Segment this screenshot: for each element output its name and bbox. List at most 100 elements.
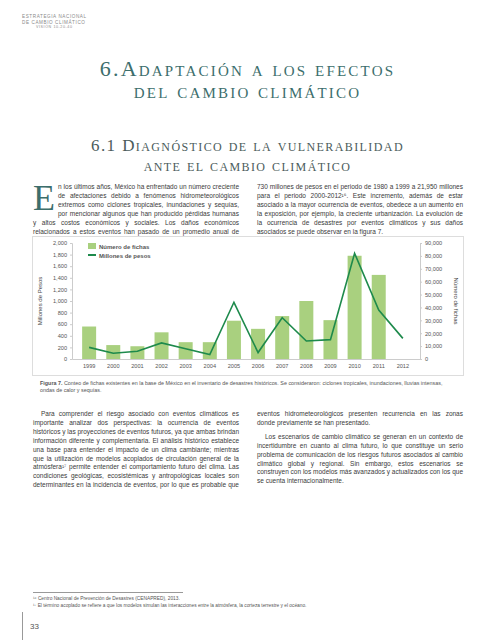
tick-label: 2002 <box>155 363 167 369</box>
tick: 2003 <box>179 359 191 369</box>
section-title-line: ante el cambio climático <box>0 156 495 176</box>
tick-mark <box>70 313 72 314</box>
tick-label: 1,000 <box>53 298 67 304</box>
tick: 0 <box>420 356 428 362</box>
section-title-line: 6.1 Diagnóstico de la vulnerabilidad <box>0 136 495 156</box>
tick: 2000 <box>107 359 119 369</box>
bar <box>155 332 169 359</box>
tick-label: 2008 <box>300 363 312 369</box>
legend-swatch <box>88 243 96 249</box>
axis-line <box>70 244 73 360</box>
tick-mark <box>420 320 422 321</box>
x-axis: 1999 2000 2001 2002 2003 2004 2005 2006 2007 2008… <box>73 359 421 369</box>
bar <box>130 346 144 359</box>
tick: 2,000 <box>53 240 72 246</box>
legend-label: Número de fichas <box>99 244 150 250</box>
tick: 10,000 <box>420 343 442 349</box>
tick-label: 2009 <box>324 363 336 369</box>
header: ESTRATEGIA NACIONALDE CAMBIO CLIMÁTICOVI… <box>22 14 87 31</box>
tick-label: 0 <box>425 356 428 362</box>
line <box>89 253 403 354</box>
tick-label: 2001 <box>131 363 143 369</box>
tick-label: 2003 <box>179 363 191 369</box>
tick: 2002 <box>155 359 167 369</box>
tick-label: 2,000 <box>53 240 67 246</box>
tick-label: 200 <box>58 345 67 351</box>
header-line: VISIÓN 10-20-40 <box>22 25 87 31</box>
tick-label: 400 <box>58 333 67 339</box>
tick-label: 90,000 <box>425 240 442 246</box>
tick-mark <box>420 346 422 347</box>
axis-line <box>421 244 423 360</box>
tick-label: 2004 <box>204 363 216 369</box>
tick: 1999 <box>83 359 95 369</box>
legend-swatch <box>88 254 96 256</box>
tick: 2011 <box>373 359 385 369</box>
tick: 2005 <box>228 359 240 369</box>
tick-label: 40,000 <box>425 305 442 311</box>
tick-mark <box>70 359 72 360</box>
footnote-rule <box>33 592 183 593</box>
chart-frame <box>33 237 464 376</box>
section-title: 6.1 Diagnóstico de la vulnerabilidadante… <box>0 136 495 176</box>
tick-label: 0 <box>64 356 67 362</box>
marks <box>82 253 403 359</box>
tick: 2007 <box>276 359 288 369</box>
paragraph: Los escenarios de cambio climático se ge… <box>257 433 463 486</box>
chart: 02004006008001,0001,2001,4001,6001,8002,… <box>32 236 464 376</box>
tick: 40,000 <box>420 305 442 311</box>
tick: 30,000 <box>420 318 442 324</box>
tick: 80,000 <box>420 253 442 259</box>
tick-mark <box>420 269 422 270</box>
tick: 400 <box>58 333 72 339</box>
header-line: ESTRATEGIA NACIONAL <box>22 14 87 20</box>
tick-label: 80,000 <box>425 253 442 259</box>
tick-label: 2005 <box>228 363 240 369</box>
caption-label: Figura 7. <box>40 380 62 386</box>
tick-mark <box>70 243 72 244</box>
title-line: del cambio climático <box>0 80 495 102</box>
tick-mark <box>420 295 422 296</box>
tick-label: 1,200 <box>53 287 67 293</box>
tick: 800 <box>58 310 72 316</box>
paragraph: Para comprender el riesgo asociado con e… <box>33 410 463 491</box>
body-text: En los últimos años, México ha enfrentad… <box>33 183 463 239</box>
axis-line <box>73 359 421 360</box>
tick-label: 2000 <box>107 363 119 369</box>
tick: 50,000 <box>420 292 442 298</box>
tick-mark <box>70 336 72 337</box>
tick-label: 1999 <box>83 363 95 369</box>
tick-mark <box>420 307 422 308</box>
tick-mark <box>70 347 72 348</box>
tick-label: 600 <box>58 321 67 327</box>
bar <box>299 301 313 359</box>
tick-label: 1,800 <box>53 252 67 258</box>
tick-label: 50,000 <box>425 292 442 298</box>
paragraph: En los últimos años, México ha enfrentad… <box>33 183 463 239</box>
bar <box>227 321 241 359</box>
tick-label: 20,000 <box>425 331 442 337</box>
tick: 1,800 <box>53 252 72 258</box>
tick: 20,000 <box>420 331 442 337</box>
tick-label: 2006 <box>252 363 264 369</box>
y2-axis: 010,00020,00030,00040,00050,00060,00070,… <box>420 240 442 362</box>
tick: 2009 <box>324 359 336 369</box>
tick: 1,400 <box>53 275 72 281</box>
plot: 02004006008001,0001,2001,4001,6001,8002,… <box>53 240 442 369</box>
bar <box>82 327 96 359</box>
tick-label: 70,000 <box>425 266 442 272</box>
footnote: ¹⁷ El término acoplado se refiere a que … <box>33 603 463 610</box>
legend-label: Millones de pesos <box>99 253 151 259</box>
tick-label: 1,400 <box>53 275 67 281</box>
tick-mark <box>420 256 422 257</box>
tick: 2012 <box>397 359 409 369</box>
tick: 200 <box>58 345 72 351</box>
tick: 2008 <box>300 359 312 369</box>
legend: Número de fichas Millones de pesos <box>88 243 151 259</box>
page-number: 33 <box>30 622 39 631</box>
tick-label: 2010 <box>348 363 360 369</box>
tick-mark <box>70 324 72 325</box>
footnotes: ¹⁶ Centro Nacional de Prevención de Desa… <box>33 596 463 609</box>
tick-mark <box>70 301 72 302</box>
tick: 0 <box>64 356 72 362</box>
